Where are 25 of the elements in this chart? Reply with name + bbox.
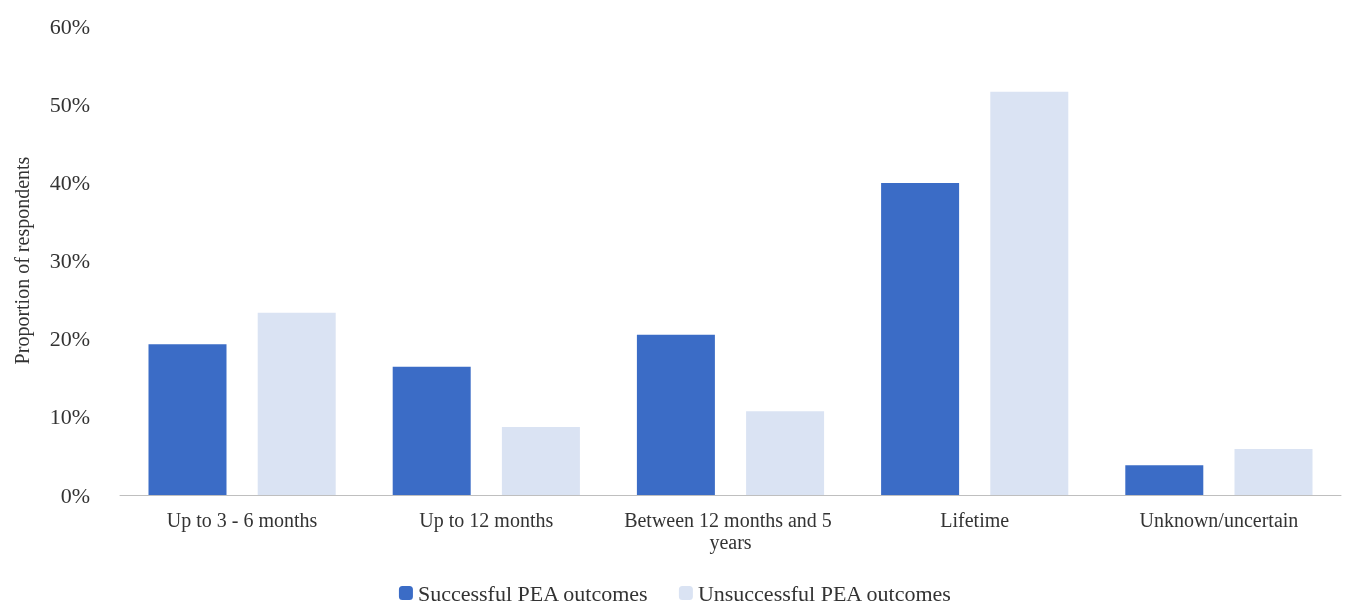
bar: [148, 344, 227, 495]
x-tick-label: Unknown/uncertain: [1139, 509, 1299, 531]
y-tick-label: 0%: [60, 482, 90, 508]
bar: [636, 334, 715, 495]
y-tick-label: 40%: [49, 169, 90, 195]
bar: [501, 427, 580, 495]
y-tick-label: 50%: [49, 91, 90, 117]
bar: [1125, 465, 1204, 495]
y-tick-label: 10%: [49, 404, 90, 430]
y-tick-label: 60%: [49, 13, 90, 39]
bar: [746, 411, 825, 495]
legend-label: Unsuccessful PEA outcomes: [697, 580, 951, 606]
bar: [257, 312, 336, 495]
y-axis-title: Proportion of respondents: [11, 156, 34, 365]
x-tick-label: Between 12 months and 5 years: [624, 509, 837, 554]
legend-label: Successful PEA outcomes: [417, 580, 648, 606]
bar: [392, 366, 471, 495]
bar: [990, 91, 1069, 495]
x-tick-label: Lifetime: [940, 509, 1010, 531]
y-tick-label: 20%: [49, 326, 90, 352]
bar: [881, 183, 960, 495]
x-tick-label: Up to 12 months: [419, 509, 554, 532]
bar: [1234, 448, 1313, 495]
y-tick-label: 30%: [49, 248, 90, 273]
x-tick-label: Up to 3 - 6 months: [166, 509, 318, 532]
